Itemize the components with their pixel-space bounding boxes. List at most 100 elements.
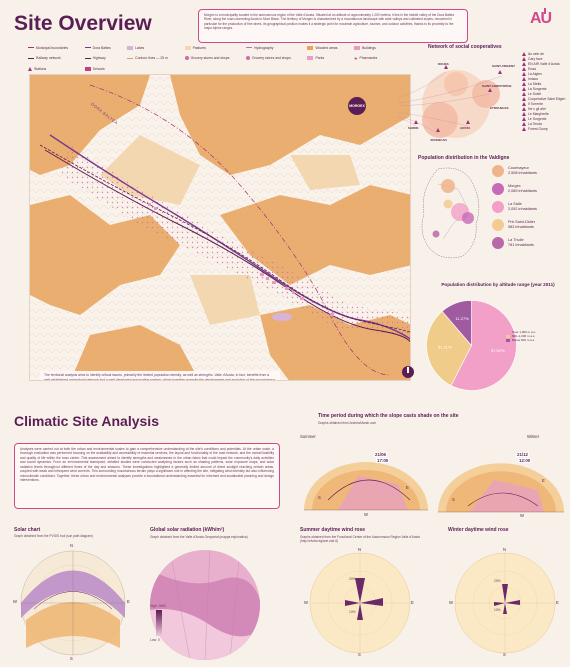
legend-item: Municipal boundaries bbox=[28, 46, 79, 50]
altitude-legend: Over 1,000 m a.s. 600–1,000 m a.s. Below 6… bbox=[506, 330, 566, 342]
dir-label: E bbox=[556, 600, 559, 605]
legend-swatch bbox=[84, 47, 91, 48]
legend-item: Contour lines — 25 m bbox=[127, 56, 178, 60]
altitude-title: Population distribution by altitude rang… bbox=[441, 282, 555, 287]
legend-label: Highway bbox=[92, 56, 106, 60]
winter-wind-rose: N E S W 20% 10% bbox=[449, 547, 560, 658]
winter-sun-dome bbox=[438, 463, 564, 513]
legend-label: Over 1,000 m a.s. bbox=[512, 330, 536, 334]
triangle-icon bbox=[522, 67, 526, 71]
town-name: La Salle bbox=[508, 202, 522, 207]
dir-label: W bbox=[449, 600, 453, 605]
pie-value-label: 31.21% bbox=[438, 345, 452, 350]
cooperative-name: Ne x gli altri bbox=[528, 107, 546, 111]
highway-line bbox=[44, 149, 410, 343]
winter-time: 12:00 bbox=[518, 458, 532, 463]
dir-label: E bbox=[127, 599, 130, 604]
population-bubble bbox=[492, 201, 504, 213]
map-legend: Municipal boundaries Dora Baltea Lakes Past… bbox=[28, 44, 388, 72]
cooperative-item: Il Torrente bbox=[522, 102, 568, 106]
legend-label: 600–1,000 m a.s. bbox=[512, 334, 536, 338]
cooperative-network-diagram: DOUES SAINT-VINCENT SAINT-CHRISTOPHE ETR… bbox=[357, 54, 518, 149]
dir-label: S bbox=[70, 656, 73, 661]
cooperative-name: Enaa bbox=[528, 67, 536, 71]
cooperative-name: Au sein de bbox=[528, 52, 545, 56]
town-population: 983 inhabitants bbox=[508, 225, 534, 229]
altitude-legend-item: Below 600 m a.s. bbox=[506, 338, 566, 342]
cooperative-item: Le Sorgente bbox=[522, 117, 568, 121]
triangle-icon bbox=[522, 72, 526, 76]
cooperative-name: Coopérative Saint Eligeri bbox=[528, 97, 566, 101]
node-label: SAINT-VINCENT bbox=[492, 64, 516, 68]
legend-item: Stations bbox=[28, 66, 79, 71]
legend-label: Dora Baltea bbox=[92, 45, 111, 50]
wind-summer-title: Summer daytime wind rose bbox=[300, 527, 366, 533]
legend-label: Wooded areas bbox=[315, 45, 338, 50]
triangle-icon bbox=[522, 92, 526, 96]
ring-label: 10% bbox=[349, 610, 356, 614]
north-arrow-icon bbox=[402, 366, 414, 378]
map-canvas bbox=[30, 75, 410, 380]
legend-label: Buildings bbox=[362, 45, 376, 50]
legend-swatch bbox=[84, 66, 91, 71]
territorial-map: DORA BALTEA The territorial analysis aim… bbox=[29, 74, 411, 381]
cooperative-item: Au sein de bbox=[522, 52, 568, 56]
page-title: Site Overview bbox=[14, 12, 152, 35]
cooperative-item: Indaco bbox=[522, 77, 568, 81]
cooperative-name: Le Soleil bbox=[528, 92, 542, 96]
cooperative-name: Cary face bbox=[528, 57, 543, 61]
climate-title: Climatic Site Analysis bbox=[14, 413, 159, 429]
legend-item: Highway bbox=[84, 56, 122, 60]
intro-text: Morgex is a municipality located in the … bbox=[198, 9, 468, 43]
legend-item: Pastures bbox=[184, 45, 240, 50]
summer-date: 21/06 bbox=[374, 452, 387, 457]
pie-slice bbox=[426, 310, 472, 386]
node-label: AOSTA bbox=[460, 126, 471, 130]
dir-label: E bbox=[542, 478, 545, 483]
cooperative-name: Indaco bbox=[528, 77, 539, 81]
legend-label: Grocery stores and shops bbox=[190, 56, 230, 60]
railway-line bbox=[39, 144, 410, 333]
legend-label: Contour lines — 25 m bbox=[135, 56, 168, 60]
cooperative-item: Le Soleil bbox=[522, 92, 568, 96]
town-population: 2,508 inhabitants bbox=[508, 171, 537, 175]
legend-swatch bbox=[246, 47, 253, 48]
legend-label: Grocery stores and shops bbox=[252, 56, 291, 60]
triangle-icon bbox=[522, 87, 526, 91]
triangle-icon bbox=[522, 117, 526, 121]
cooperative-item: La Tenda bbox=[522, 122, 568, 126]
dir-label: S bbox=[503, 652, 506, 657]
cooperative-item: Cary face bbox=[522, 57, 568, 61]
town-name: Courmayeur bbox=[508, 166, 529, 171]
pie-slice bbox=[441, 300, 472, 347]
cooperative-name: Le Sorgente bbox=[528, 117, 547, 121]
legend-swatch bbox=[506, 338, 510, 342]
legend-item: Wooded areas bbox=[307, 45, 348, 50]
legend-swatch bbox=[307, 56, 314, 60]
legend-swatch bbox=[84, 57, 91, 59]
legend-swatch bbox=[127, 45, 134, 50]
ring-label: 10% bbox=[494, 608, 501, 612]
legend-item: Dora Baltea bbox=[84, 45, 122, 50]
altitude-legend-item: Over 1,000 m a.s. bbox=[506, 330, 566, 334]
cooperative-name: La Sorgente bbox=[528, 87, 547, 91]
map-caption: The territorial analysis aims to identif… bbox=[40, 371, 280, 380]
dir-label: N bbox=[358, 547, 362, 552]
legend-label: Hydrography bbox=[254, 45, 274, 50]
lake bbox=[272, 313, 292, 321]
population-bubble bbox=[492, 183, 504, 195]
legend-label: Stations bbox=[34, 66, 47, 71]
legend-swatch bbox=[28, 57, 34, 59]
dir-label: N bbox=[503, 547, 507, 552]
logo: AU bbox=[530, 8, 558, 34]
cooperative-name: Il Torrente bbox=[528, 102, 544, 106]
town-name: La Thuile bbox=[508, 238, 524, 243]
summer-wind-rose: N E S W 20% 10% bbox=[304, 547, 415, 658]
shade-diagrams: 21/06 17:00 21/12 12:00 S E W S E W bbox=[298, 440, 570, 520]
legend-item: Grocery stores and shops bbox=[184, 56, 240, 60]
population-title: Population distribution in the Valdigne bbox=[418, 155, 510, 161]
triangle-icon bbox=[522, 107, 526, 111]
node-label: JOVENCAN bbox=[430, 138, 447, 142]
legend-swatch bbox=[354, 45, 361, 50]
dir-label: W bbox=[520, 513, 524, 518]
